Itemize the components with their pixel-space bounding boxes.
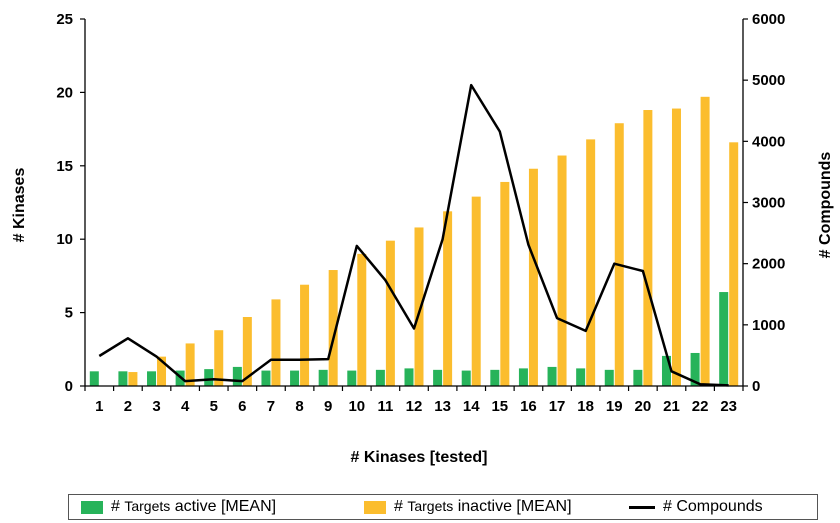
bar-inactive-4 <box>185 343 195 386</box>
bar-inactive-13 <box>443 211 453 386</box>
y2-tick-label: 4000 <box>752 133 785 150</box>
x-tick-label: 6 <box>238 398 246 415</box>
y-tick-label: 5 <box>65 305 73 322</box>
y-tick-label: 25 <box>56 11 73 28</box>
y-tick-label: 20 <box>56 84 73 101</box>
bar-inactive-20 <box>643 110 653 387</box>
x-tick-label: 17 <box>549 398 566 415</box>
x-tick-label: 19 <box>606 398 623 415</box>
x-tick-label: 8 <box>295 398 303 415</box>
bar-inactive-5 <box>214 330 224 386</box>
bar-active-22 <box>690 352 700 386</box>
bar-active-16 <box>518 368 528 386</box>
bar-active-11 <box>375 369 385 386</box>
x-tick-label: 9 <box>324 398 332 415</box>
bar-inactive-7 <box>271 299 281 386</box>
x-tick-label: 11 <box>377 398 393 415</box>
bar-active-13 <box>433 369 443 386</box>
x-tick-label: 13 <box>434 398 451 415</box>
legend-item-inactive: # Targets inactive [MEAN] <box>364 498 572 516</box>
x-tick-label: 3 <box>152 398 160 415</box>
x-tick-label: 4 <box>181 398 190 415</box>
legend-swatch-active <box>81 500 103 514</box>
bar-active-20 <box>633 369 643 386</box>
y-axis-title: # Kinases <box>11 168 28 243</box>
bar-inactive-2 <box>128 372 138 386</box>
bar-inactive-3 <box>157 356 167 386</box>
bar-inactive-15 <box>500 181 510 386</box>
bar-active-8 <box>290 370 300 386</box>
legend-label-active: # Targets active [MEAN] <box>111 498 277 515</box>
bar-active-23 <box>719 292 729 386</box>
x-tick-label: 10 <box>348 398 365 415</box>
line-layer <box>98 83 729 387</box>
y-tick-label: 0 <box>65 378 73 395</box>
bar-active-12 <box>404 368 414 386</box>
x-tick-label: 7 <box>267 398 275 415</box>
bar-active-14 <box>461 370 471 386</box>
legend-item-compounds: # Compounds <box>629 498 763 516</box>
y2-tick-label: 5000 <box>752 72 785 89</box>
bar-active-10 <box>347 370 357 386</box>
x-tick-label: 5 <box>210 398 218 415</box>
bar-active-6 <box>232 366 242 386</box>
legend-swatch-compounds <box>629 505 655 509</box>
x-tick-label: 21 <box>663 398 680 415</box>
y2-tick-label: 0 <box>752 378 760 395</box>
bar-inactive-21 <box>671 108 681 386</box>
bar-inactive-6 <box>242 317 252 386</box>
x-tick-label: 12 <box>406 398 423 415</box>
bar-inactive-22 <box>700 96 710 386</box>
bar-active-19 <box>604 369 614 386</box>
bar-active-15 <box>490 369 500 386</box>
bar-inactive-18 <box>586 139 596 386</box>
x-tick-label: 15 <box>491 398 508 415</box>
legend-label-compounds: # Compounds <box>663 498 763 515</box>
x-tick-label: 2 <box>124 398 132 415</box>
y2-tick-label: 1000 <box>752 317 785 334</box>
legend-item-active: # Targets active [MEAN] <box>81 498 276 516</box>
y-tick-label: 10 <box>56 231 73 248</box>
bar-inactive-9 <box>328 270 338 386</box>
bar-inactive-10 <box>357 253 367 386</box>
bar-inactive-8 <box>300 284 310 386</box>
bar-active-3 <box>147 371 157 386</box>
bar-active-9 <box>318 369 328 386</box>
bars-layer <box>89 96 739 387</box>
bar-active-1 <box>89 371 99 386</box>
bar-inactive-14 <box>471 196 481 386</box>
bar-inactive-16 <box>528 168 538 386</box>
legend: # Targets active [MEAN] # Targets inacti… <box>68 494 818 520</box>
x-tick-label: 22 <box>692 398 709 415</box>
x-tick-label: 18 <box>577 398 594 415</box>
bar-active-21 <box>661 355 671 386</box>
bar-active-18 <box>576 368 586 386</box>
bar-active-17 <box>547 366 557 386</box>
line-compounds <box>98 83 729 387</box>
x-axis-title: # Kinases [tested] <box>351 449 488 466</box>
y2-tick-label: 3000 <box>752 195 785 212</box>
y2-tick-label: 6000 <box>752 11 785 28</box>
y-tick-label: 15 <box>56 158 73 175</box>
x-tick-label: 20 <box>635 398 652 415</box>
bar-inactive-12 <box>414 227 424 386</box>
x-tick-label: 1 <box>95 398 103 415</box>
bar-inactive-23 <box>729 142 739 386</box>
y2-axis-title: # Compounds <box>817 152 834 259</box>
bar-active-2 <box>118 371 128 386</box>
bar-inactive-19 <box>614 123 624 386</box>
y2-tick-label: 2000 <box>752 256 785 273</box>
bar-active-7 <box>261 370 271 386</box>
x-tick-label: 14 <box>463 398 480 415</box>
bar-inactive-17 <box>557 155 567 386</box>
legend-swatch-inactive <box>364 500 386 514</box>
bar-inactive-11 <box>385 240 395 386</box>
bar-active-5 <box>204 369 214 386</box>
x-tick-label: 16 <box>520 398 537 415</box>
x-tick-label: 23 <box>720 398 737 415</box>
legend-label-inactive: # Targets inactive [MEAN] <box>394 498 572 515</box>
